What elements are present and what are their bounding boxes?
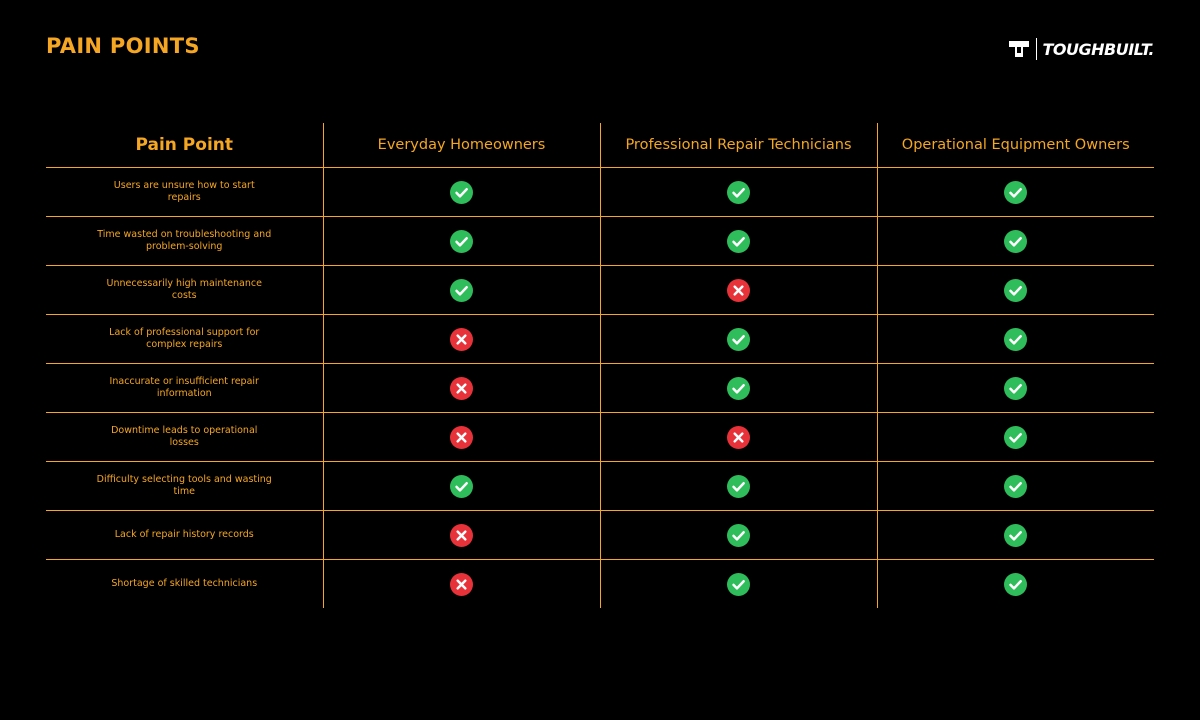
- table-row: Users are unsure how to start repairs: [46, 167, 1154, 217]
- status-cell: [876, 265, 1154, 315]
- status-cell: [322, 559, 600, 608]
- pain-point-label: Lack of repair history records: [46, 510, 323, 560]
- check-icon: [727, 474, 750, 498]
- pain-point-label: Time wasted on troubleshooting and probl…: [46, 216, 323, 266]
- status-cell: [322, 167, 600, 217]
- status-cell: [599, 510, 877, 560]
- status-cell: [322, 461, 600, 511]
- status-cell: [599, 216, 877, 266]
- brand-name: TOUGHBUILT.: [1042, 39, 1155, 59]
- toughbuilt-logo-icon: [1008, 41, 1029, 57]
- status-cell: [876, 412, 1154, 462]
- status-cell: [322, 265, 600, 315]
- status-cell: [322, 510, 600, 560]
- table-row: Time wasted on troubleshooting and probl…: [46, 216, 1154, 266]
- status-cell: [599, 412, 877, 462]
- cross-icon: [727, 425, 750, 449]
- status-cell: [876, 314, 1154, 364]
- cross-icon: [450, 327, 473, 351]
- status-cell: [599, 314, 877, 364]
- check-icon: [727, 180, 750, 204]
- check-icon: [450, 474, 473, 498]
- pain-point-label: Difficulty selecting tools and wasting t…: [46, 461, 323, 511]
- check-icon: [1004, 327, 1028, 351]
- status-cell: [876, 559, 1154, 608]
- cross-icon: [450, 376, 473, 400]
- table-header-row: Pain Point Everyday Homeowners Professio…: [46, 123, 1154, 168]
- page-title: PAIN POINTS: [46, 34, 200, 58]
- table-row: Shortage of skilled technicians: [46, 559, 1154, 608]
- pain-point-label: Lack of professional support for complex…: [46, 314, 323, 364]
- pain-point-label: Shortage of skilled technicians: [111, 578, 258, 589]
- pain-point-label: Inaccurate or insufficient repair inform…: [46, 363, 323, 413]
- check-icon: [1004, 376, 1028, 400]
- table-row: Downtime leads to operational losses: [46, 412, 1154, 462]
- check-icon: [450, 180, 473, 204]
- check-icon: [1004, 425, 1028, 449]
- status-cell: [876, 216, 1154, 266]
- cross-icon: [450, 523, 473, 547]
- cross-icon: [450, 572, 473, 596]
- status-cell: [876, 363, 1154, 413]
- check-icon: [1004, 180, 1028, 204]
- status-cell: [876, 461, 1154, 511]
- status-cell: [322, 314, 600, 364]
- check-icon: [727, 376, 750, 400]
- check-icon: [1004, 229, 1028, 253]
- check-icon: [1004, 523, 1028, 547]
- check-icon: [727, 523, 750, 547]
- table-row: Difficulty selecting tools and wasting t…: [46, 461, 1154, 511]
- pain-point-label: Users are unsure how to start repairs: [46, 167, 323, 217]
- column-header-operational-equipment-owners: Operational Equipment Owners: [876, 123, 1154, 168]
- brand-logo: TOUGHBUILT.: [1008, 38, 1155, 60]
- column-header-everyday-homeowners: Everyday Homeowners: [322, 123, 600, 168]
- table-row: Lack of professional support for complex…: [46, 314, 1154, 364]
- table-row: Inaccurate or insufficient repair inform…: [46, 363, 1154, 413]
- table-row: Unnecessarily high maintenance costs: [46, 265, 1154, 315]
- check-icon: [1004, 474, 1028, 498]
- brand-divider: [1035, 38, 1037, 60]
- status-cell: [599, 461, 877, 511]
- check-icon: [727, 229, 750, 253]
- check-icon: [1004, 572, 1028, 596]
- check-icon: [450, 278, 473, 302]
- cross-icon: [727, 278, 750, 302]
- check-icon: [450, 229, 473, 253]
- status-cell: [599, 265, 877, 315]
- status-cell: [322, 216, 600, 266]
- pain-points-table: Pain Point Everyday Homeowners Professio…: [46, 123, 1154, 608]
- status-cell: [599, 363, 877, 413]
- status-cell: [599, 559, 877, 608]
- check-icon: [727, 327, 750, 351]
- pain-point-label: Unnecessarily high maintenance costs: [46, 265, 323, 315]
- column-header-professional-repair-technicians: Professional Repair Technicians: [599, 123, 877, 168]
- table-row: Lack of repair history records: [46, 510, 1154, 560]
- check-icon: [1004, 278, 1028, 302]
- status-cell: [322, 363, 600, 413]
- status-cell: [876, 510, 1154, 560]
- check-icon: [727, 572, 750, 596]
- column-header-pain-point: Pain Point: [46, 123, 323, 168]
- status-cell: [322, 412, 600, 462]
- cross-icon: [450, 425, 473, 449]
- status-cell: [599, 167, 877, 217]
- status-cell: [876, 167, 1154, 217]
- pain-point-label: Downtime leads to operational losses: [46, 412, 323, 462]
